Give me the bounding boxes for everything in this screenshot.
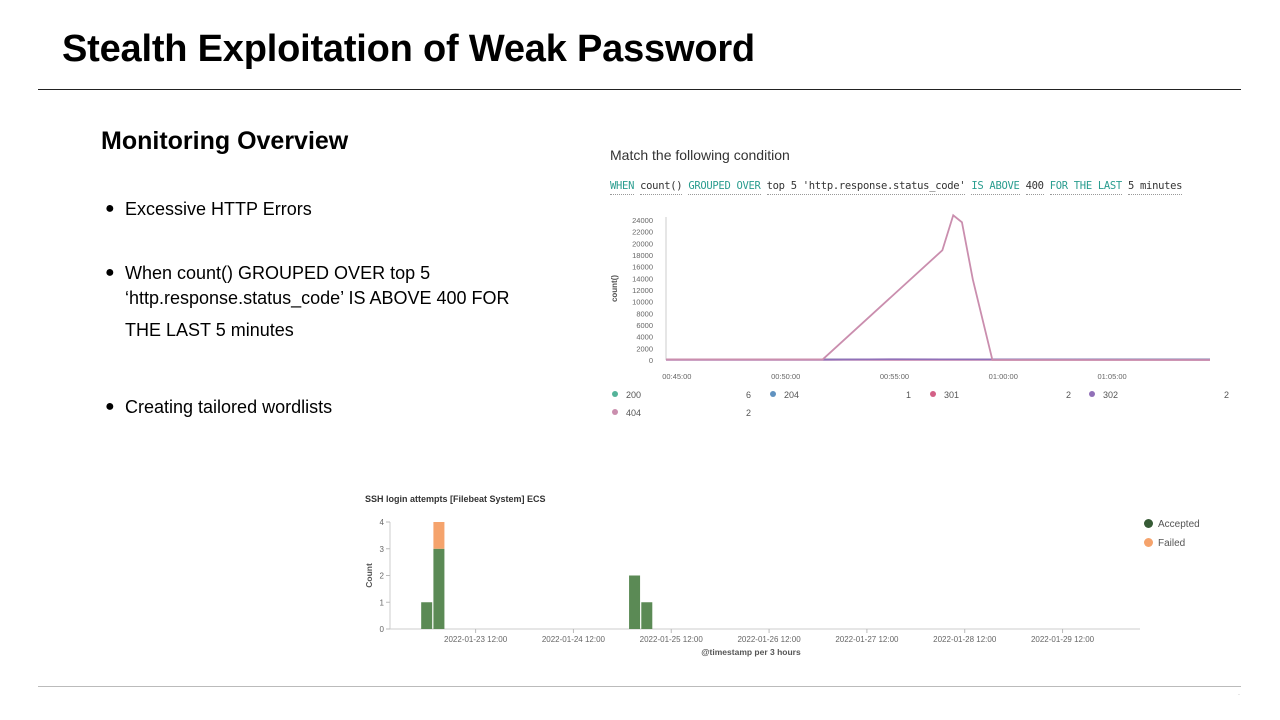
x-tick-label: 2022-01-29 12:00 [1031,635,1095,644]
bar-accepted [641,602,653,629]
legend-value: 6 [746,390,752,400]
y-tick-label: 4 [380,518,385,527]
http-status-line-chart: 0 2000 4000 6000 8000 10000 12000 14000 16000 180… [610,213,1211,381]
legend-item-200[interactable]: 200 [612,390,641,400]
bullet-text: Creating tailored wordlists [125,397,333,417]
expr-top[interactable]: top 5 'http.response.status_code' [766,180,966,195]
section-subtitle: Monitoring Overview [101,127,349,155]
legend-label: 200 [626,390,642,400]
x-tick-label: 2022-01-24 12:00 [542,635,606,644]
y-tick-label: 16000 [632,263,653,272]
bullet-dot: ● [105,200,115,217]
y-tick-label: 8000 [636,309,653,318]
bar-accepted [421,602,433,629]
x-tick-label: 2022-01-27 12:00 [835,635,899,644]
legend-label: 301 [944,390,960,400]
x-tick-label: 2022-01-25 12:00 [640,635,704,644]
y-tick-label: 22000 [632,228,653,237]
slide-title: Stealth Exploitation of Weak Password [62,28,755,70]
condition-expression: WHEN count() GROUPED OVER top 5 'http.re… [610,180,1182,195]
legend-value: 1 [906,390,912,400]
legend-label: Accepted [1158,519,1200,530]
x-tick-label: 00:55:00 [880,372,909,381]
x-axis-title: @timestamp per 3 hours [701,647,801,657]
y-tick-label: 6000 [636,321,653,330]
bullet-dot: ● [105,264,115,281]
y-tick-label: 3 [380,545,385,554]
legend-value: 2 [1066,390,1072,400]
y-tick-label: 0 [649,356,653,365]
y-tick-label: 0 [380,625,385,634]
y-tick-label: 1 [380,598,385,607]
ssh-chart-title: SSH login attempts [Filebeat System] ECS [365,494,546,504]
legend-value: 2 [746,408,752,418]
expr-count[interactable]: count() [640,180,683,195]
failed-swatch-icon [1144,538,1153,547]
footer-mark: · [1238,692,1240,698]
x-tick-label: 2022-01-23 12:00 [444,635,508,644]
expr-for-last[interactable]: FOR THE LAST [1049,180,1122,195]
title-divider [38,89,1241,90]
x-tick-label: 2022-01-28 12:00 [933,635,997,644]
legend-item-accepted[interactable]: Accepted [1144,519,1200,530]
footer-divider [38,686,1241,687]
bar-accepted [433,548,445,629]
expr-when[interactable]: WHEN [610,180,634,195]
legend-label: 404 [626,408,642,418]
legend-label: 302 [1103,390,1119,400]
legend-item-404[interactable]: 404 [612,408,641,418]
legend-swatch-icon [1089,391,1095,397]
expr-above[interactable]: IS ABOVE [971,180,1020,195]
accepted-swatch-icon [1144,519,1153,528]
bar-failed [433,522,445,549]
y-tick-label: 4000 [636,333,653,342]
y-tick-label: 18000 [632,251,653,260]
y-axis-title: Count [364,563,374,588]
legend-swatch-icon [930,391,936,397]
bullet-text-line-1: When count() GROUPED OVER top 5 [125,263,431,283]
legend-swatch-icon [612,409,618,415]
bullet-text-line-3: THE LAST 5 minutes [125,320,294,340]
y-tick-label: 12000 [632,286,653,295]
condition-heading: Match the following condition [610,147,790,163]
bullet-dot: ● [105,398,115,415]
x-tick-label: 00:50:00 [771,372,800,381]
y-tick-label: 2 [380,572,385,581]
legend-swatch-icon [612,391,618,397]
expr-grouped[interactable]: GROUPED OVER [688,180,761,195]
series-line-404 [666,213,1210,361]
legend-label: Failed [1158,538,1186,549]
x-tick-label: 01:00:00 [989,372,1018,381]
x-tick-label: 2022-01-26 12:00 [737,635,801,644]
y-tick-label: 24000 [632,216,653,225]
expr-threshold[interactable]: 400 [1025,180,1044,195]
y-tick-label: 20000 [632,239,653,248]
legend-item-failed[interactable]: Failed [1144,538,1185,549]
y-tick-label: 14000 [632,274,653,283]
bullet-text-line-2: ‘http.response.status_code’ IS ABOVE 400… [125,288,510,308]
legend-swatch-icon [770,391,776,397]
x-tick-label: 00:45:00 [662,372,691,381]
bar-accepted [629,575,641,629]
legend-value: 2 [1224,390,1230,400]
x-tick-label: 01:05:00 [1097,372,1126,381]
legend-item-204[interactable]: 204 [770,390,799,400]
legend-label: 204 [784,390,800,400]
ssh-login-bar-chart: 0 1 2 3 4 2022-01-23 12:00 2022-01-24 12:00 202… [364,518,1140,657]
y-tick-label: 10000 [632,298,653,307]
expr-window[interactable]: 5 minutes [1127,180,1182,195]
legend-item-302[interactable]: 302 [1089,390,1118,400]
legend-item-301[interactable]: 301 [930,390,959,400]
bullet-text: Excessive HTTP Errors [125,199,312,219]
y-axis-title: count() [610,275,619,302]
y-tick-label: 2000 [636,344,653,353]
